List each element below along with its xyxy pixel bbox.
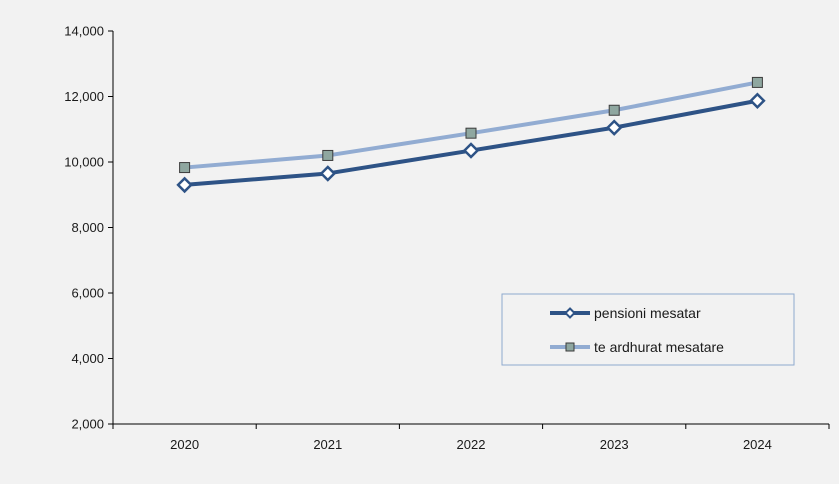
x-tick-label: 2021: [313, 437, 342, 452]
legend-label: pensioni mesatar: [594, 305, 701, 321]
data-point-square: [323, 150, 333, 160]
y-tick-label: 12,000: [64, 89, 104, 104]
x-tick-label: 2020: [170, 437, 199, 452]
y-tick-label: 14,000: [64, 24, 104, 39]
x-tick-label: 2024: [743, 437, 772, 452]
y-tick-label: 10,000: [64, 155, 104, 170]
x-tick-label: 2023: [600, 437, 629, 452]
data-point-square: [180, 163, 190, 173]
data-point-square: [752, 77, 762, 87]
data-point-square: [609, 105, 619, 115]
y-tick-label: 6,000: [71, 286, 104, 301]
data-point-square: [466, 128, 476, 138]
y-tick-label: 2,000: [71, 417, 104, 432]
legend: pensioni mesatar te ardhurat mesatare: [502, 294, 794, 365]
y-tick-label: 8,000: [71, 220, 104, 235]
legend-marker-square: [566, 343, 574, 351]
y-tick-label: 4,000: [71, 351, 104, 366]
x-tick-label: 2022: [457, 437, 486, 452]
legend-label: te ardhurat mesatare: [594, 339, 724, 355]
